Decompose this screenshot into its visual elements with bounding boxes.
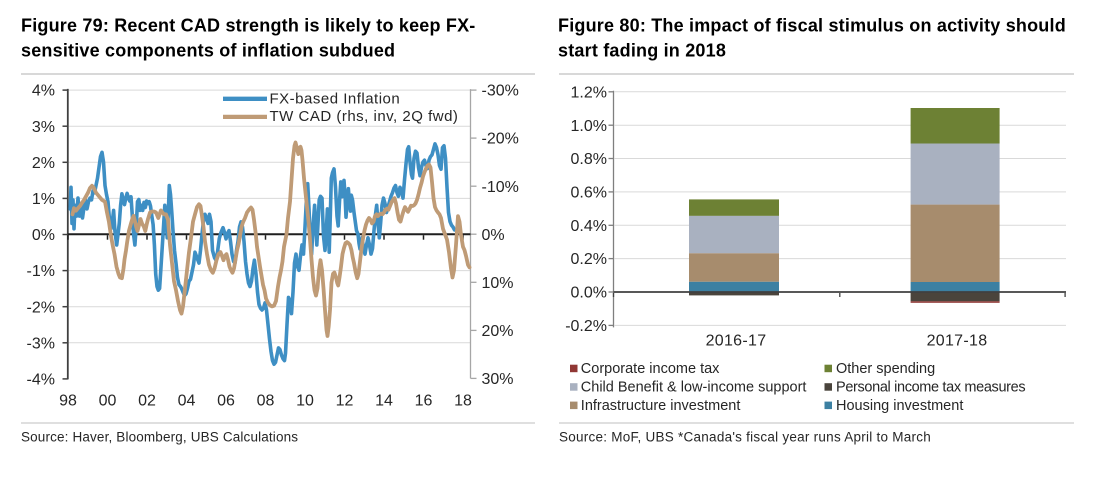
svg-text:98: 98 bbox=[59, 393, 77, 410]
svg-text:0.2%: 0.2% bbox=[571, 251, 607, 268]
svg-text:Figure 80: The impact of fisca: Figure 80: The impact of fiscal stimulus… bbox=[558, 16, 1066, 36]
svg-text:start fading in 2018: start fading in 2018 bbox=[558, 41, 726, 61]
svg-text:Source: MoF, UBS *Canada's fis: Source: MoF, UBS *Canada's fiscal year r… bbox=[559, 430, 931, 445]
svg-text:04: 04 bbox=[178, 393, 196, 410]
svg-text:-3%: -3% bbox=[27, 335, 55, 352]
svg-text:-2%: -2% bbox=[27, 299, 55, 316]
svg-text:18: 18 bbox=[454, 393, 472, 410]
svg-text:Figure 79: Recent CAD strength: Figure 79: Recent CAD strength is likely… bbox=[21, 16, 476, 36]
svg-text:Corporate income tax: Corporate income tax bbox=[581, 361, 720, 377]
svg-text:20%: 20% bbox=[482, 323, 514, 340]
svg-text:Infrastructure investment: Infrastructure investment bbox=[581, 398, 741, 414]
svg-text:10%: 10% bbox=[482, 275, 514, 292]
svg-text:1.0%: 1.0% bbox=[571, 118, 607, 135]
svg-text:-4%: -4% bbox=[27, 372, 55, 389]
svg-text:3%: 3% bbox=[32, 119, 55, 136]
svg-text:1%: 1% bbox=[32, 191, 55, 208]
svg-text:Housing investment: Housing investment bbox=[836, 398, 963, 414]
svg-text:00: 00 bbox=[99, 393, 117, 410]
svg-text:Personal income tax measures: Personal income tax measures bbox=[836, 380, 1025, 396]
svg-text:Child Benefit & low-income sup: Child Benefit & low-income support bbox=[581, 380, 807, 396]
svg-text:08: 08 bbox=[257, 393, 275, 410]
svg-text:-0.2%: -0.2% bbox=[565, 318, 607, 335]
svg-text:30%: 30% bbox=[482, 371, 514, 388]
svg-text:sensitive components of inflat: sensitive components of inflation subdue… bbox=[21, 41, 395, 61]
svg-text:1.2%: 1.2% bbox=[571, 84, 607, 101]
svg-text:Source: Haver, Bloomberg, UBS: Source: Haver, Bloomberg, UBS Calculatio… bbox=[21, 430, 298, 445]
svg-text:-10%: -10% bbox=[482, 179, 519, 196]
svg-text:-30%: -30% bbox=[482, 83, 519, 100]
svg-text:0.0%: 0.0% bbox=[571, 285, 607, 302]
svg-text:0%: 0% bbox=[32, 227, 55, 244]
svg-text:2%: 2% bbox=[32, 155, 55, 172]
svg-text:0%: 0% bbox=[482, 227, 505, 244]
svg-text:06: 06 bbox=[217, 393, 235, 410]
svg-text:16: 16 bbox=[415, 393, 433, 410]
svg-text:FX-based Inflation: FX-based Inflation bbox=[270, 90, 401, 107]
svg-text:TW CAD (rhs, inv, 2Q fwd): TW CAD (rhs, inv, 2Q fwd) bbox=[270, 108, 459, 125]
svg-text:-20%: -20% bbox=[482, 131, 519, 148]
svg-text:4%: 4% bbox=[32, 83, 55, 100]
svg-text:10: 10 bbox=[296, 393, 314, 410]
svg-text:0.8%: 0.8% bbox=[571, 151, 607, 168]
svg-text:2017-18: 2017-18 bbox=[927, 332, 988, 349]
svg-text:-1%: -1% bbox=[27, 263, 55, 280]
svg-text:2016-17: 2016-17 bbox=[706, 332, 767, 349]
svg-text:0.6%: 0.6% bbox=[571, 185, 607, 202]
svg-text:14: 14 bbox=[375, 393, 393, 410]
svg-text:12: 12 bbox=[336, 393, 354, 410]
svg-text:0.4%: 0.4% bbox=[571, 218, 607, 235]
svg-text:02: 02 bbox=[138, 393, 156, 410]
svg-text:Other spending: Other spending bbox=[836, 361, 935, 377]
